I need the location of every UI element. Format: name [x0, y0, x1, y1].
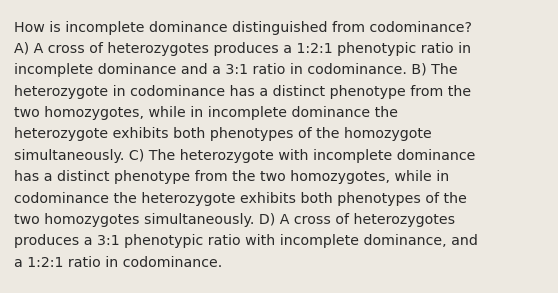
Text: produces a 3:1 phenotypic ratio with incomplete dominance, and: produces a 3:1 phenotypic ratio with inc… [14, 234, 478, 248]
Text: codominance the heterozygote exhibits both phenotypes of the: codominance the heterozygote exhibits bo… [14, 192, 467, 206]
Text: has a distinct phenotype from the two homozygotes, while in: has a distinct phenotype from the two ho… [14, 170, 449, 184]
Text: a 1:2:1 ratio in codominance.: a 1:2:1 ratio in codominance. [14, 256, 222, 270]
Text: heterozygote exhibits both phenotypes of the homozygote: heterozygote exhibits both phenotypes of… [14, 127, 432, 142]
Text: simultaneously. C) The heterozygote with incomplete dominance: simultaneously. C) The heterozygote with… [14, 149, 475, 163]
Text: two homozygotes, while in incomplete dominance the: two homozygotes, while in incomplete dom… [14, 106, 398, 120]
Text: How is incomplete dominance distinguished from codominance?: How is incomplete dominance distinguishe… [14, 21, 472, 35]
Text: incomplete dominance and a 3:1 ratio in codominance. B) The: incomplete dominance and a 3:1 ratio in … [14, 63, 458, 77]
Text: two homozygotes simultaneously. D) A cross of heterozygotes: two homozygotes simultaneously. D) A cro… [14, 213, 455, 227]
Text: heterozygote in codominance has a distinct phenotype from the: heterozygote in codominance has a distin… [14, 85, 471, 99]
Text: A) A cross of heterozygotes produces a 1:2:1 phenotypic ratio in: A) A cross of heterozygotes produces a 1… [14, 42, 471, 56]
